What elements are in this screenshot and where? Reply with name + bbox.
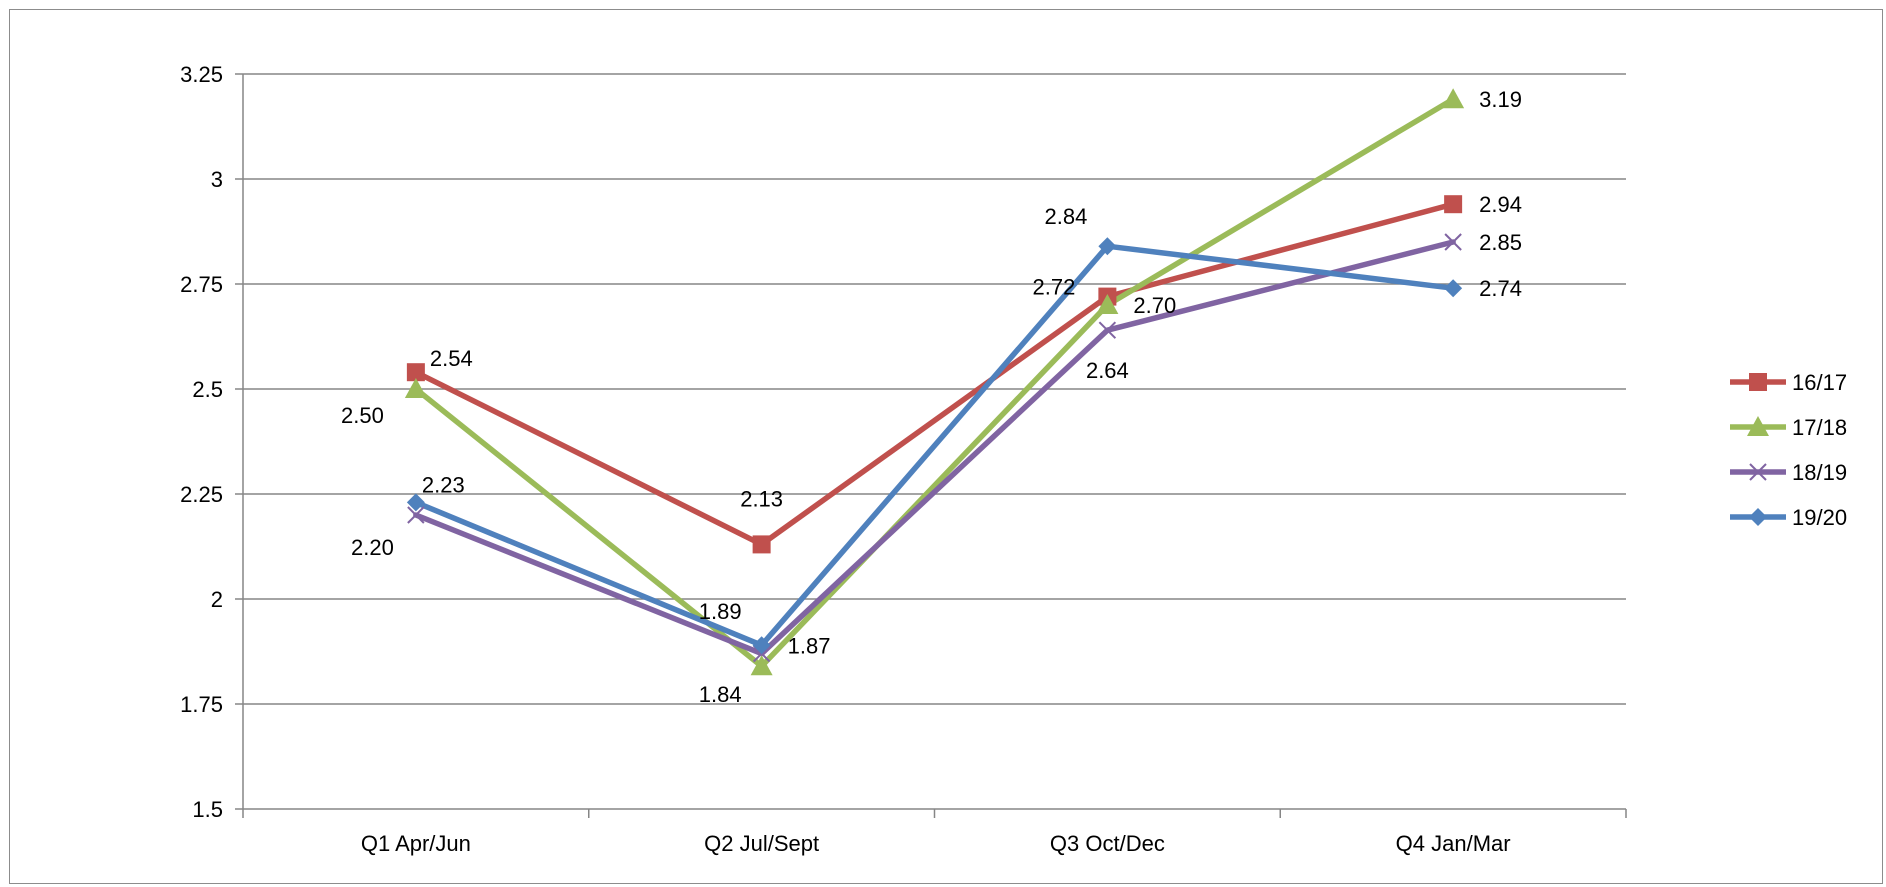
y-tick-label: 1.75 (180, 692, 223, 717)
data-label: 1.87 (788, 634, 831, 659)
data-label: 1.84 (699, 682, 742, 707)
y-tick-label: 2.25 (180, 482, 223, 507)
legend: 16/17 17/18 18/19 19/20 (1730, 370, 1847, 530)
data-label: 2.94 (1479, 192, 1522, 217)
data-label: 2.70 (1133, 293, 1176, 318)
x-tick-label: Q3 Oct/Dec (1050, 831, 1165, 856)
legend-item-18-19: 18/19 (1730, 460, 1847, 485)
diamond-marker (406, 493, 425, 512)
legend-label: 18/19 (1792, 460, 1847, 485)
x-marker-stroke (1098, 321, 1117, 339)
series-line-16-17 (413, 201, 1456, 548)
data-label: 2.85 (1479, 230, 1522, 255)
diamond-marker (752, 636, 771, 655)
data-label: 2.72 (1033, 275, 1076, 300)
y-axis: 1.5 1.75 2 2.25 2.5 2.75 3 3.25 (180, 62, 244, 822)
diamond-marker (1444, 279, 1463, 298)
x-marker (407, 506, 425, 524)
gridlines (243, 73, 1626, 705)
x-marker-stroke (1749, 463, 1767, 481)
series-line-17-18 (413, 96, 1456, 669)
x-marker (1444, 233, 1462, 251)
data-label: 2.50 (341, 403, 384, 428)
y-tick-label: 2.5 (192, 377, 223, 402)
triangle-marker (404, 378, 427, 398)
legend-label: 19/20 (1792, 505, 1847, 530)
series-lines (413, 96, 1456, 669)
legend-label: 17/18 (1792, 415, 1847, 440)
data-label: 2.20 (351, 535, 394, 560)
y-tick-label: 1.5 (192, 797, 223, 822)
legend-triangle-marker (1747, 416, 1769, 436)
y-tick-label: 3.25 (180, 62, 223, 87)
data-label: 2.84 (1045, 204, 1088, 229)
legend-label: 16/17 (1792, 370, 1847, 395)
triangle-marker (1096, 294, 1119, 314)
y-tick-label: 2 (211, 587, 223, 612)
square-marker (752, 535, 771, 554)
y-tick-label: 2.75 (180, 272, 223, 297)
square-marker (1444, 195, 1463, 214)
data-label: 1.89 (699, 599, 742, 624)
x-axis: Q1 Apr/Jun Q2 Jul/Sept Q3 Oct/Dec Q4 Jan/Ma… (242, 808, 1627, 856)
data-label: 2.54 (430, 346, 473, 371)
x-tick-label: Q4 Jan/Mar (1396, 831, 1511, 856)
data-label: 2.74 (1479, 276, 1522, 301)
x-tick-label: Q1 Apr/Jun (361, 831, 471, 856)
data-label: 2.64 (1086, 358, 1129, 383)
legend-item-16-17: 16/17 (1730, 370, 1847, 395)
legend-diamond-marker (1749, 508, 1767, 526)
triangle-marker (750, 655, 773, 676)
x-marker-stroke (1444, 233, 1462, 251)
data-label: 2.13 (740, 486, 783, 511)
square-marker (406, 363, 425, 382)
x-tick-label: Q2 Jul/Sept (704, 831, 819, 856)
x-marker-stroke (407, 506, 425, 524)
chart-frame (9, 9, 1883, 884)
series-markers (404, 88, 1465, 676)
legend-square-marker (1749, 373, 1767, 391)
series-line-18-19 (413, 239, 1456, 657)
legend-item-17-18: 17/18 (1730, 415, 1847, 440)
triangle-marker (1442, 88, 1465, 109)
legend-item-19-20: 19/20 (1730, 505, 1847, 530)
y-tick-label: 3 (211, 167, 223, 192)
data-label: 2.23 (422, 472, 465, 497)
legend-x-marker (1749, 463, 1767, 481)
x-marker (1098, 321, 1117, 339)
data-labels: 2.54 2.13 2.72 2.94 2.50 1.84 2.70 3.19 2.20 1.87… (341, 87, 1522, 707)
data-label: 3.19 (1479, 87, 1522, 112)
diamond-marker (1098, 237, 1117, 256)
series-line-19-20 (413, 243, 1456, 648)
